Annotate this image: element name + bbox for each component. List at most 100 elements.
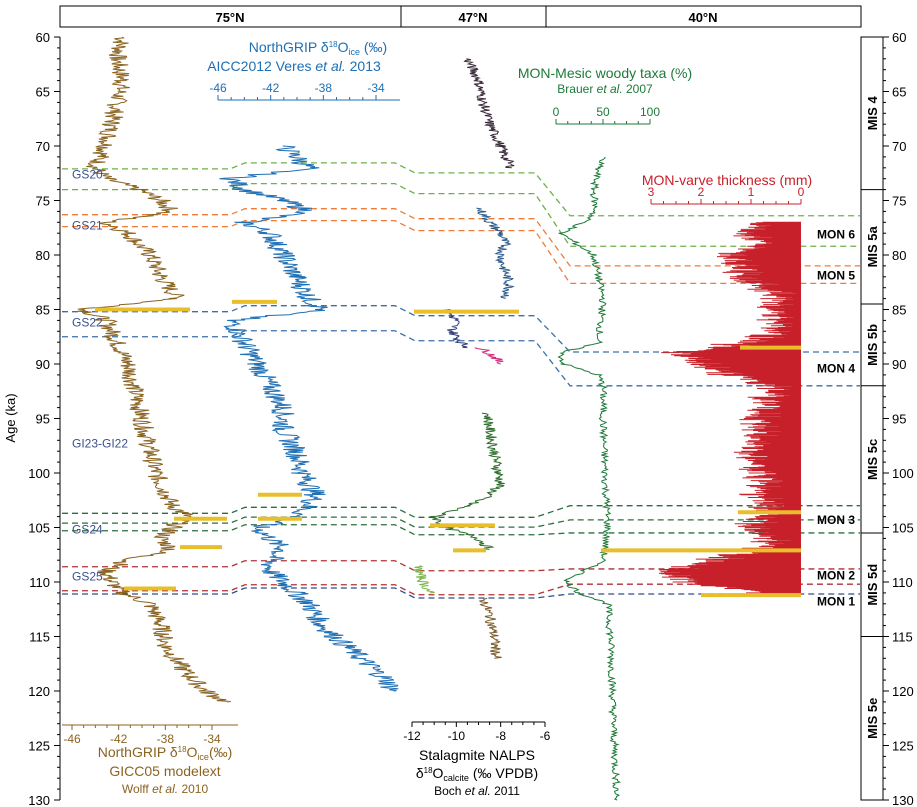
right-tick-label: 120: [892, 684, 914, 699]
correlation-line: [62, 524, 860, 536]
nalps-segment: [478, 597, 502, 659]
nalps-scale: -12 -10 -8 -6 Stalagmite NALPS δ18Ocalcite …: [403, 721, 551, 798]
right-tick-label: 70: [892, 139, 906, 154]
mon-label: MON 5: [817, 269, 855, 283]
scale-tick-label: -46: [209, 81, 227, 95]
right-tick-label: 95: [892, 412, 906, 427]
data-series: [77, 36, 801, 801]
gs-label: GI23-GI22: [72, 437, 128, 451]
left-tick-label: 110: [29, 575, 50, 590]
varve-series: [659, 221, 801, 594]
aicc-title: NorthGRIP δ18Oice (‰): [249, 39, 387, 57]
scale-tick-label: 2: [698, 185, 705, 199]
right-tick-label: 125: [892, 739, 914, 754]
scale-tick-label: -34: [203, 732, 221, 746]
left-tick-label: 80: [36, 248, 50, 263]
right-tick-label: 105: [892, 521, 914, 536]
correlation-line: [62, 220, 860, 284]
nalps-segment: [476, 207, 515, 299]
correlation-line: [62, 516, 860, 528]
left-tick-label: 100: [28, 466, 50, 481]
right-tick-label: 130: [892, 793, 914, 807]
aicc-scale: -46 -42 -38 -34 NorthGRIP δ18Oice (‰) AICC2…: [207, 39, 400, 101]
aicc-subtitle: AICC2012 Veres et al. 2013: [207, 58, 381, 74]
scale-tick-label: -10: [448, 729, 466, 743]
scale-tick-label: 0: [553, 105, 560, 119]
left-tick-label: 75: [36, 194, 50, 209]
mesic-title: MON-Mesic woody taxa (%): [518, 65, 692, 81]
nalps-segment: [413, 565, 435, 594]
scale-tick-label: -6: [540, 729, 551, 743]
correlation-line: [62, 305, 860, 353]
left-tick-label: 120: [28, 684, 50, 699]
right-tick-label: 100: [892, 466, 914, 481]
gs-label: GS24: [72, 523, 103, 537]
gs-label: GS20: [72, 167, 103, 181]
scale-tick-label: 0: [798, 185, 805, 199]
mesic-citation: Brauer et al. 2007: [557, 82, 653, 96]
nalps-citation: Boch et al. 2011: [434, 784, 520, 798]
right-tick-label: 80: [892, 248, 906, 263]
scale-tick-label: 100: [640, 105, 660, 119]
scale-tick-label: -12: [403, 729, 421, 743]
mis-label: MIS 5b: [865, 324, 880, 366]
left-tick-label: 125: [28, 739, 50, 754]
mis-label: MIS 5e: [865, 698, 880, 739]
scale-tick-label: -34: [367, 81, 385, 95]
left-tick-label: 105: [28, 521, 50, 536]
left-tick-label: 95: [36, 412, 50, 427]
nalps-segment: [442, 309, 468, 349]
mon-label: MON 1: [817, 595, 855, 609]
header-47n: 47°N: [458, 10, 487, 25]
right-tick-label: 110: [892, 575, 913, 590]
mon-label: MON 3: [817, 513, 855, 527]
right-tick-label: 115: [892, 630, 913, 645]
varve-scale: 3 2 1 0 MON-varve thickness (mm): [642, 172, 812, 205]
gicc-citation: Wolff et al. 2010: [122, 782, 209, 796]
gicc-subtitle: GICC05 modelext: [109, 763, 220, 779]
mesic-scale: 0 50 100 MON-Mesic woody taxa (%) Brauer e…: [518, 65, 692, 125]
latitude-header: 75°N 47°N 40°N: [59, 5, 862, 28]
right-tick-label: 60: [892, 30, 906, 45]
mis-label: MIS 4: [865, 96, 880, 131]
nalps-segment: [429, 412, 505, 550]
nalps-segment: [463, 58, 515, 169]
scale-tick-label: -8: [495, 729, 506, 743]
correlation-lines: [62, 162, 860, 599]
mon-label: MON 2: [817, 568, 855, 582]
right-age-axis: 60 65 70 75 80 85 90 95 100 105 110 115 120 125 130: [860, 30, 914, 807]
varve-title: MON-varve thickness (mm): [642, 172, 812, 188]
gicc-scale: -46 -42 -38 -34 NorthGRIP δ18Oice(‰) GICC05…: [62, 724, 238, 796]
mis-stage-labels: MIS 4 MIS 5a MIS 5b MIS 5c MIS 5d MIS 5e: [861, 96, 883, 739]
scale-tick-label: -42: [110, 732, 128, 746]
gicc-series: [77, 36, 231, 703]
header-75n: 75°N: [215, 10, 244, 25]
scale-tick-label: 50: [596, 105, 610, 119]
correlation-line: [62, 505, 860, 518]
left-tick-label: 115: [29, 630, 50, 645]
left-tick-label: 130: [28, 793, 50, 807]
scale-tick-label: -42: [262, 81, 280, 95]
right-tick-label: 65: [892, 85, 906, 100]
nalps-unit: δ18Ocalcite (‰ VPDB): [416, 765, 538, 783]
mis-label: MIS 5d: [865, 564, 880, 606]
scale-tick-label: -38: [157, 732, 175, 746]
nalps-title: Stalagmite NALPS: [419, 747, 535, 763]
nalps-segment: [474, 347, 504, 365]
gs-label: GS25: [72, 570, 103, 584]
mesic-series: [557, 156, 622, 801]
left-tick-label: 70: [36, 139, 50, 154]
mon-label: MON 6: [817, 227, 855, 241]
aicc-series: [219, 145, 399, 692]
scale-tick-label: -38: [315, 81, 333, 95]
right-tick-label: 85: [892, 303, 906, 318]
gs-labels: GS20 GS21 GS22 GI23-GI22 GS24 GS25: [72, 167, 128, 583]
age-axis-label: Age (ka): [3, 393, 18, 442]
left-tick-label: 90: [36, 357, 50, 372]
scale-tick-label: 1: [748, 185, 755, 199]
correlation-line: [62, 583, 860, 596]
mis-label: MIS 5a: [865, 225, 880, 267]
mon-label: MON 4: [817, 361, 855, 375]
correlation-line: [62, 560, 860, 572]
